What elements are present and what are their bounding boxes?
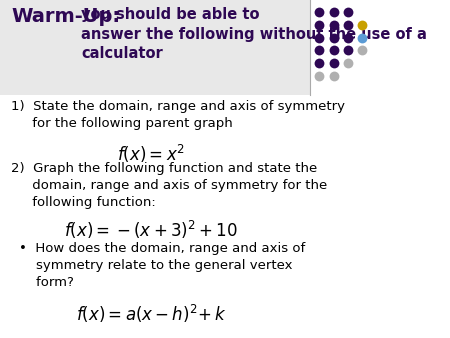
Point (359, 22, 366, 27)
Text: 1)  State the domain, range and axis of symmetry
     for the following parent g: 1) State the domain, range and axis of s… (11, 100, 345, 130)
Text: Warm-Up:: Warm-Up: (11, 7, 121, 26)
Point (330, 73, 338, 79)
Point (330, 61, 338, 66)
Point (344, 22, 351, 27)
Text: $f(x) = x^2$: $f(x) = x^2$ (117, 143, 185, 165)
Point (316, 9, 323, 15)
Point (344, 61, 351, 66)
Point (344, 9, 351, 15)
Point (359, 48, 366, 53)
Text: you should be able to
answer the following without the use of a
calculator: you should be able to answer the followi… (81, 7, 427, 61)
Point (316, 61, 323, 66)
Point (330, 9, 338, 15)
Point (316, 48, 323, 53)
Point (316, 35, 323, 40)
Point (316, 22, 323, 27)
Point (330, 22, 338, 27)
Point (344, 35, 351, 40)
Text: •  How does the domain, range and axis of
    symmetry relate to the general ver: • How does the domain, range and axis of… (19, 242, 305, 289)
Text: $f(x) = a(x - h)^{2}\!+k$: $f(x) = a(x - h)^{2}\!+k$ (76, 303, 227, 324)
Point (344, 48, 351, 53)
Point (330, 35, 338, 40)
Point (359, 35, 366, 40)
Point (316, 73, 323, 79)
Bar (0, 0, 310, 95)
Text: 2)  Graph the following function and state the
     domain, range and axis of sy: 2) Graph the following function and stat… (11, 162, 328, 209)
Point (330, 48, 338, 53)
Text: $f(x) = -(x + 3)^2 + 10$: $f(x) = -(x + 3)^2 + 10$ (64, 219, 238, 241)
